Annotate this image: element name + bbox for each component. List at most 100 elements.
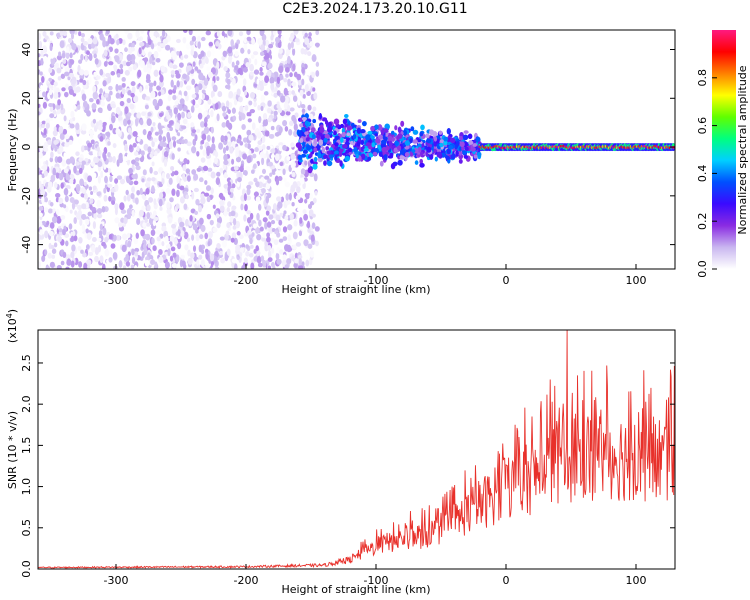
spectrogram-cell xyxy=(105,131,111,137)
spectrogram-cell xyxy=(399,155,406,160)
spectrogram-cell xyxy=(80,145,85,153)
spectrogram-cell xyxy=(341,131,347,138)
spectrogram-cell xyxy=(43,55,48,64)
spectrogram-cell xyxy=(318,113,323,120)
spectrogram-cell xyxy=(232,225,237,230)
spectrogram-cell xyxy=(207,167,213,172)
spectrogram-cell xyxy=(304,198,308,204)
spectrogram-cell xyxy=(463,130,469,134)
spectrogram-cell xyxy=(210,187,214,195)
spectrogram-cell xyxy=(178,62,184,68)
spectrogram-cell xyxy=(326,126,333,133)
spectrogram-cell xyxy=(222,112,227,117)
x-tick-label: -300 xyxy=(104,274,129,287)
spectrogram-cell xyxy=(64,233,70,238)
spectrogram-cell xyxy=(261,237,266,242)
spectrogram-cell xyxy=(245,250,250,257)
spectrogram-cell xyxy=(186,123,190,128)
spectrogram-cell xyxy=(68,89,74,95)
spectrogram-cell xyxy=(276,104,281,109)
spectrogram-cell xyxy=(191,191,195,200)
spectrogram-cell xyxy=(183,105,188,112)
spectrogram-cell xyxy=(309,172,315,178)
spectrogram-cell xyxy=(267,62,273,69)
spectrogram-cell xyxy=(102,121,107,126)
spectrogram-cell xyxy=(307,243,313,249)
spectrogram-cell xyxy=(99,108,103,114)
spectrogram-cell xyxy=(55,192,61,198)
spectrogram-cell xyxy=(199,217,204,225)
spectrogram-cell xyxy=(450,137,456,144)
spectrogram-cell xyxy=(426,146,432,153)
spectrogram-cell xyxy=(195,233,200,242)
spectrogram-cell xyxy=(179,185,185,191)
spectrogram-cell xyxy=(177,229,181,237)
snr-x-ticks: -300 -200 -100 0 100 xyxy=(104,564,647,587)
spectrogram-cell xyxy=(361,120,367,127)
spectrogram-cell xyxy=(303,213,309,221)
spectrogram-cell xyxy=(166,106,171,111)
spectrogram-cell xyxy=(278,142,284,147)
spectrogram-cell xyxy=(248,149,252,156)
spectrogram-cell xyxy=(161,172,166,179)
spectrogram-cell xyxy=(124,69,130,76)
spectrogram-cell xyxy=(198,97,202,105)
spectrogram-cell xyxy=(71,43,77,51)
spectrogram-cell xyxy=(248,181,254,186)
spectrogram-cell xyxy=(135,232,139,239)
spectrogram-cell xyxy=(95,75,101,80)
spectrogram-cell xyxy=(139,42,145,47)
spectrogram-cell xyxy=(191,234,195,241)
spectrogram-cell xyxy=(377,144,381,150)
spectrogram-cell xyxy=(216,61,220,70)
spectrogram-cell xyxy=(379,160,384,167)
spectrogram-cell xyxy=(111,200,116,205)
spectrogram-cell xyxy=(467,133,473,140)
spectrogram-cell xyxy=(98,119,103,127)
spectrogram-cell xyxy=(117,85,123,91)
spectrogram-cell xyxy=(277,30,282,36)
spectrogram-cell xyxy=(222,50,228,57)
spectrogram-cell xyxy=(304,32,308,38)
spectrogram-cell xyxy=(88,97,94,103)
spectrogram-cell xyxy=(272,30,277,37)
spectrogram-cell xyxy=(176,175,181,184)
spectrogram-cell xyxy=(279,161,284,167)
spectrogram-cell xyxy=(54,62,60,69)
spectrogram-cell xyxy=(396,145,402,151)
spectrogram-cell xyxy=(438,130,443,135)
spectrogram-cell xyxy=(114,48,119,54)
spectrogram-cell xyxy=(140,80,144,85)
spectrogram-cell xyxy=(274,86,278,92)
spectrogram-cell xyxy=(144,217,148,224)
spectrogram-cell xyxy=(289,120,294,127)
spectrogram-cell xyxy=(163,151,169,158)
spectrogram-cell xyxy=(221,105,227,112)
spectrogram-cell xyxy=(301,78,305,86)
spectrogram-cell xyxy=(206,158,212,166)
spectrogram-cell xyxy=(107,37,111,44)
spectrogram-cell xyxy=(158,129,164,135)
snr-y-label: SNR (10 * v/v) xyxy=(6,411,19,489)
spectrogram-cell xyxy=(115,106,121,115)
spectrogram-cell xyxy=(118,260,123,268)
spectrogram-cell xyxy=(94,30,100,33)
spectrogram-cell xyxy=(334,150,339,155)
spectrogram-cell xyxy=(194,210,198,215)
spectrogram-cell xyxy=(61,159,67,167)
spectrogram-cell xyxy=(272,264,276,269)
spectrogram-cell xyxy=(72,230,76,237)
spectrogram-cell xyxy=(61,87,66,92)
spectrogram-cell xyxy=(176,80,180,88)
spectrogram-cell xyxy=(269,237,276,243)
spectrogram-cell xyxy=(111,103,116,109)
spectrogram-cell xyxy=(153,198,157,206)
spectrogram-cell xyxy=(276,258,282,265)
y-tick-label: 2.0 xyxy=(20,395,33,413)
spectrogram-cell xyxy=(273,239,279,246)
spectrogram-cell xyxy=(264,39,270,47)
spectrogram-cell xyxy=(153,80,157,87)
spectrogram-cell xyxy=(102,227,107,236)
spectrogram-cell xyxy=(304,37,310,46)
spectrogram-cell xyxy=(274,230,279,235)
